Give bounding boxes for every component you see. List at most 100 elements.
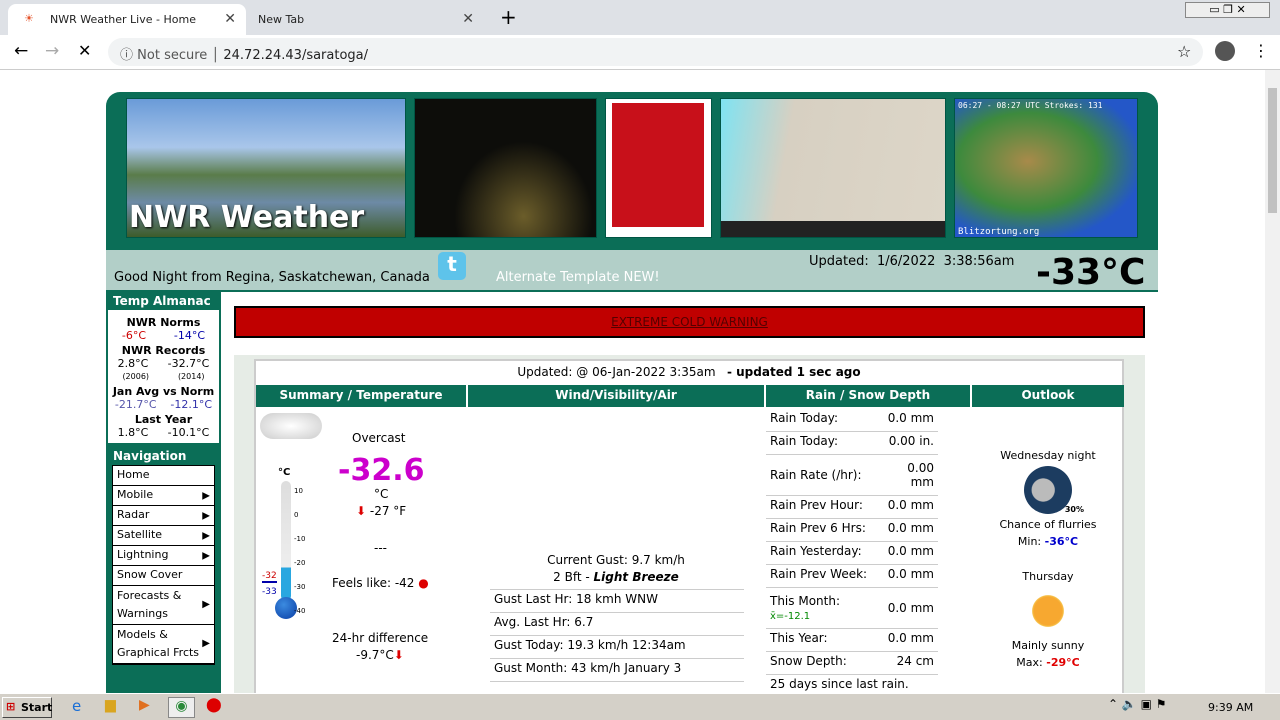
bookmark-star-icon[interactable]: ☆ <box>1177 42 1192 61</box>
navigation-menu: Home Mobile ▶ Radar ▶ Satellite ▶ Lightning… <box>112 465 215 665</box>
almanac-label: NWR Records <box>121 344 206 357</box>
submenu-arrow-icon: ▶ <box>202 490 210 501</box>
nav-lightning[interactable]: Lightning ▶ <box>113 546 214 566</box>
header-rain: Rain / Snow Depth <box>766 385 970 407</box>
rain-list: Rain Today: 0.0 mm Rain Today: 0.00 in. Ra… <box>766 409 938 693</box>
header-info-bar: Good Night from Regina, Saskatchewan, Ca… <box>106 250 1158 293</box>
overcast-cloud-icon <box>260 413 322 439</box>
new-tab-button[interactable]: + <box>500 5 517 29</box>
submenu-arrow-icon: ▶ <box>202 550 210 561</box>
submenu-arrow-icon: ▶ <box>202 599 210 610</box>
close-tab-icon[interactable]: ✕ <box>224 11 236 27</box>
snow-night-icon: 30% <box>1024 466 1084 514</box>
tab-strip: ☀ NWR Weather Live - Home ✕ New Tab ✕ + ▭ ❐… <box>0 0 1280 35</box>
stop-icon[interactable]: ✕ <box>78 41 92 60</box>
tray-icons[interactable]: ⌃ 🔈 ▣ ⚑ <box>1108 697 1167 711</box>
diff-value: -9.7°C <box>356 648 394 662</box>
outlook-forecast: Wednesday night 30% Chance of flurries M… <box>972 447 1124 671</box>
submenu-arrow-icon: ▶ <box>202 530 210 541</box>
page-scrollbar[interactable] <box>1265 70 1280 693</box>
nav-mobile[interactable]: Mobile ▶ <box>113 486 214 506</box>
info-icon[interactable]: ⓘ <box>120 48 134 63</box>
rain-row: This Month: x̄=-12.1 0.0 mm <box>766 588 938 629</box>
down-arrow-icon: ⬇ <box>356 504 367 518</box>
alternate-template-link[interactable]: Alternate Template NEW! <box>496 270 660 285</box>
chrome-taskbar-icon[interactable]: ◉ <box>168 697 195 718</box>
main-content: EXTREME COLD WARNING Updated: @ 06-Jan-2… <box>221 292 1158 693</box>
window-controls[interactable]: ▭ ❐ ✕ <box>1185 2 1270 18</box>
lightning-caption: 06:27 - 08:27 UTC Strokes: 131 <box>958 101 1103 110</box>
almanac-label: NWR Norms <box>126 316 201 329</box>
rain-row: Rain Today: 0.00 in. <box>766 432 938 455</box>
lightning-credit: Blitzortung.org <box>958 227 1040 237</box>
nav-home[interactable]: Home <box>113 466 214 486</box>
almanac-label: Jan Avg vs Norm <box>112 385 215 398</box>
clock: 9:39 AM <box>1208 701 1254 714</box>
thermometer-icon <box>281 481 291 601</box>
diff-label: 24-hr difference <box>332 631 429 645</box>
web-page: NWR Weather 06:27 - 08:27 UTC Strokes: 1… <box>0 70 1265 693</box>
outlook-text: Chance of flurries <box>999 518 1097 531</box>
almanac-high: 1.8°C <box>117 426 149 439</box>
conditions-panel: Updated: @ 06-Jan-2022 3:35am - updated … <box>234 355 1145 693</box>
nav-forecasts[interactable]: Forecasts & Warnings ▶ <box>113 586 214 625</box>
security-label: Not secure <box>137 48 208 63</box>
back-icon[interactable]: ← <box>14 41 29 61</box>
navigation-title: Navigation <box>113 449 187 463</box>
greeting-text: Good Night from Regina, Saskatchewan, Ca… <box>114 270 430 285</box>
url-text[interactable]: 24.72.24.43/saratoga/ <box>223 48 369 63</box>
forward-icon[interactable]: → <box>45 41 60 61</box>
warning-banner: EXTREME COLD WARNING <box>234 306 1145 338</box>
tab-nwr-weather[interactable]: ☀ NWR Weather Live - Home ✕ <box>8 4 246 35</box>
current-temp-large: -33°C <box>1036 252 1146 293</box>
tab-title: New Tab <box>258 13 305 26</box>
record-year: (2006) <box>122 372 150 381</box>
close-tab-icon[interactable]: ✕ <box>462 11 474 27</box>
lightning-map-image[interactable]: 06:27 - 08:27 UTC Strokes: 131 Blitzortu… <box>954 98 1138 238</box>
nav-snow-cover[interactable]: Snow Cover <box>113 566 214 586</box>
rain-row: Rain Rate (/hr): 0.00 mm <box>766 455 938 496</box>
address-bar-row: ← → ✕ ⓘ Not secure │ 24.72.24.43/saratog… <box>0 35 1280 70</box>
wind-row: Gust Month: 43 km/h January 3 <box>490 659 744 682</box>
nav-radar[interactable]: Radar ▶ <box>113 506 214 526</box>
nav-models[interactable]: Models & Graphical Frcts ▶ <box>113 625 214 664</box>
temp-fahrenheit: -27 °F <box>369 504 407 518</box>
twitter-icon[interactable]: t <box>438 252 466 280</box>
warnings-map-image[interactable] <box>605 98 712 238</box>
extreme-cold-warning-link[interactable]: EXTREME COLD WARNING <box>611 315 768 329</box>
record-year: (2014) <box>177 372 205 381</box>
night-webcam-image[interactable] <box>414 98 597 238</box>
days-since-rain: 25 days since last rain. <box>770 677 909 691</box>
rain-row: This Year: 0.0 mm <box>766 629 938 652</box>
radar-map-image[interactable] <box>720 98 946 238</box>
rain-row: Rain Prev Hour: 0.0 mm <box>766 496 938 519</box>
thermometer-unit: °C <box>278 467 291 478</box>
tab-title: NWR Weather Live - Home <box>50 13 196 26</box>
antivirus-icon[interactable]: ⬤ <box>206 697 222 713</box>
profile-icon[interactable] <box>1215 41 1235 61</box>
thermometer-high: -32 <box>262 571 277 583</box>
explorer-icon[interactable]: ▆ <box>105 697 116 713</box>
down-arrow-icon: ⬇ <box>393 648 404 662</box>
temp-almanac: NWR Norms -6°C -14°C NWR Records 2.8°C -32… <box>108 310 219 443</box>
start-button[interactable]: ⊞ Start <box>2 697 52 718</box>
webcam-lake-image[interactable]: NWR Weather <box>126 98 406 238</box>
media-player-icon[interactable]: ▶ <box>139 697 150 713</box>
tab-new-tab[interactable]: New Tab ✕ <box>246 4 484 35</box>
nav-satellite[interactable]: Satellite ▶ <box>113 526 214 546</box>
outlook-period: Thursday <box>1022 570 1074 583</box>
submenu-arrow-icon: ▶ <box>202 510 210 521</box>
conditions-table: Updated: @ 06-Jan-2022 3:35am - updated … <box>254 359 1124 693</box>
almanac-high: -21.7°C <box>114 398 157 411</box>
wind-list: Gust Last Hr: 18 kmh WNW Avg. Last Hr: 6… <box>490 589 744 682</box>
almanac-high: 2.8°C <box>117 357 149 370</box>
ie-icon[interactable]: e <box>72 697 82 715</box>
current-temperature: -32.6 <box>338 453 425 488</box>
temp-unit: °C <box>374 487 389 501</box>
almanac-title: Temp Almanac <box>113 294 211 308</box>
favicon-icon: ☀ <box>24 12 34 25</box>
omnibox[interactable]: ⓘ Not secure │ 24.72.24.43/saratoga/ <box>108 38 1203 66</box>
menu-icon[interactable]: ⋮ <box>1253 41 1269 60</box>
rain-row: Rain Today: 0.0 mm <box>766 409 938 432</box>
wind-row: Avg. Last Hr: 6.7 <box>490 613 744 636</box>
